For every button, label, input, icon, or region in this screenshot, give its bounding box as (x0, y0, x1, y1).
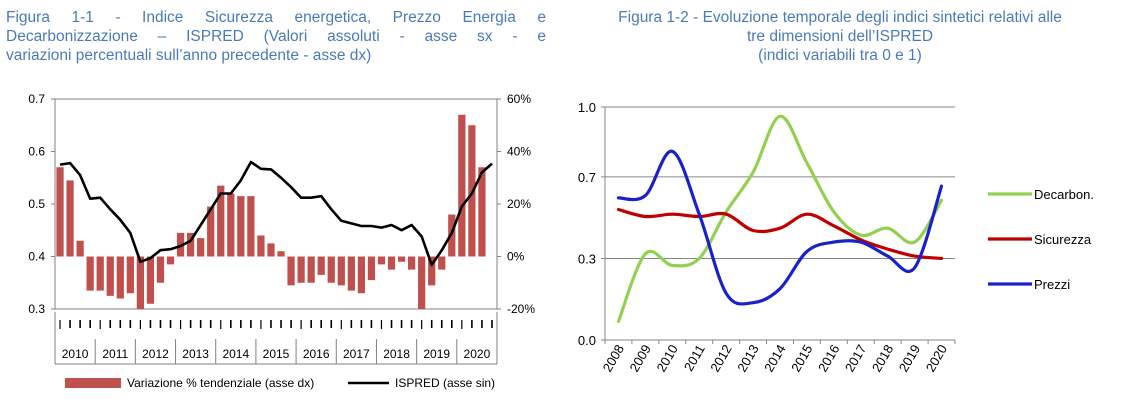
bar-variazione (397, 256, 406, 262)
year-label: 2015 (263, 347, 290, 361)
bar-variazione (428, 256, 436, 286)
legend-label: Prezzi (1034, 277, 1070, 292)
bar-variazione (337, 256, 345, 286)
y-axis-tick-label: 0.3 (578, 251, 596, 266)
year-label: 2020 (464, 347, 491, 361)
bar-variazione (237, 196, 245, 257)
bar-variazione (86, 256, 94, 291)
left-axis-tick-label: 0.5 (28, 197, 45, 211)
line-decarbon (616, 114, 944, 323)
bar-variazione (76, 240, 84, 257)
legend-bar-swatch (65, 378, 121, 388)
x-axis-tick-label: 2012 (707, 342, 734, 375)
bar-variazione (66, 180, 74, 257)
bar-variazione (56, 167, 64, 257)
x-axis-tick-label: 2015 (788, 342, 815, 375)
figure1-title-line: Figura 1-1 - Indice Sicurezza energetica… (6, 9, 546, 26)
bar-variazione (96, 256, 104, 291)
y-axis-tick-label: 0.7 (578, 170, 596, 185)
x-axis-tick-label: 2011 (681, 342, 708, 374)
bar-variazione (317, 256, 325, 275)
bar-variazione (407, 256, 416, 270)
y-axis-tick-label: 1.0 (578, 100, 596, 115)
bar-variazione (438, 256, 446, 270)
figure1-title-line: Decarbonizzazione – ISPRED (Valori assol… (6, 28, 546, 45)
legend-line-label: ISPRED (asse sin) (395, 376, 495, 390)
bar-variazione (197, 238, 205, 257)
x-axis-tick-label: 2019 (896, 342, 923, 375)
bar-variazione (458, 114, 466, 257)
bar-variazione (257, 235, 265, 257)
legend-bar-label: Variazione % tendenziale (asse dx) (127, 376, 314, 390)
line-ispred (59, 160, 493, 267)
x-axis-tick-label: 2020 (923, 342, 950, 375)
right-axis-tick-label: 20% (507, 197, 531, 211)
left-axis-tick-label: 0.4 (28, 250, 45, 264)
x-axis-tick-label: 2009 (627, 342, 654, 375)
bar-variazione (106, 256, 114, 296)
x-axis-tick-label: 2008 (600, 342, 627, 375)
bar-variazione (357, 256, 366, 294)
bar-variazione (347, 256, 355, 291)
x-axis-tick-label: 2016 (815, 342, 842, 375)
bar-variazione (387, 256, 396, 270)
left-axis-tick-label: 0.6 (28, 145, 45, 159)
year-label: 2019 (423, 347, 450, 361)
year-label: 2016 (303, 347, 330, 361)
figure2-title: Figura 1-2 - Evoluzione temporale degli … (560, 8, 1120, 65)
bar-variazione (186, 232, 195, 257)
bar-variazione (418, 256, 426, 309)
right-axis-tick-label: 40% (507, 145, 531, 159)
line-prezzi (616, 149, 944, 306)
left-axis-tick-label: 0.3 (28, 302, 45, 316)
legend-label: Sicurezza (1034, 232, 1092, 247)
bar-variazione (217, 185, 225, 257)
bar-variazione (327, 256, 335, 283)
figure2-title-line: Figura 1-2 - Evoluzione temporale degli … (618, 9, 1062, 26)
y-axis-tick-label: 0.0 (578, 333, 596, 348)
left-axis-tick-label: 0.7 (28, 92, 45, 106)
year-label: 2014 (222, 347, 249, 361)
bar-variazione (287, 256, 295, 286)
year-label: 2010 (62, 347, 89, 361)
year-label: 2012 (142, 347, 169, 361)
bar-variazione (277, 251, 285, 257)
bar-variazione (247, 196, 255, 257)
figure2-title-line: (indici variabili tra 0 e 1) (758, 47, 922, 64)
bar-variazione (207, 206, 215, 257)
year-label: 2017 (343, 347, 370, 361)
figure2-title-line: tre dimensioni dell’ISPRED (746, 28, 934, 45)
bar-variazione (166, 256, 175, 265)
bar-variazione (377, 256, 386, 265)
x-axis-tick-label: 2018 (869, 342, 896, 375)
x-axis-tick-label: 2017 (842, 342, 869, 375)
bar-variazione (146, 256, 155, 304)
bar-variazione (156, 256, 165, 283)
right-axis-tick-label: -20% (507, 302, 535, 316)
x-axis-tick-label: 2010 (653, 342, 680, 375)
bar-variazione (126, 256, 134, 294)
indices-line-chart: 1.0 0.7 0.3 0.0 2008 2009 2010 2011 2012 2013 2014… (578, 100, 1094, 375)
figure1-title-line: variazioni percentuali sull’anno precede… (6, 47, 372, 64)
right-axis-tick-label: 60% (507, 92, 531, 106)
legend-label: Decarbon. (1034, 187, 1094, 202)
ispred-combo-chart: 0.7 0.6 0.5 0.4 0.3 60% 40% 20% 0% -20% 2010 2011 20… (28, 92, 535, 390)
bar-variazione (227, 193, 235, 257)
bar-variazione (367, 256, 376, 281)
x-axis-tick-label: 2013 (734, 342, 761, 375)
year-label: 2013 (182, 347, 209, 361)
right-axis-tick-label: 0% (507, 250, 525, 264)
year-label: 2018 (383, 347, 410, 361)
x-axis-tick-label: 2014 (761, 342, 788, 375)
bar-variazione (297, 256, 305, 283)
bar-variazione (478, 167, 486, 257)
bar-variazione (267, 243, 275, 257)
bar-variazione (136, 256, 145, 309)
year-label: 2011 (102, 347, 128, 361)
bar-variazione (116, 256, 124, 299)
figure1-title: Figura 1-1 - Indice Sicurezza energetica… (6, 8, 546, 65)
bar-variazione (307, 256, 315, 283)
line-sicurezza (616, 207, 944, 260)
